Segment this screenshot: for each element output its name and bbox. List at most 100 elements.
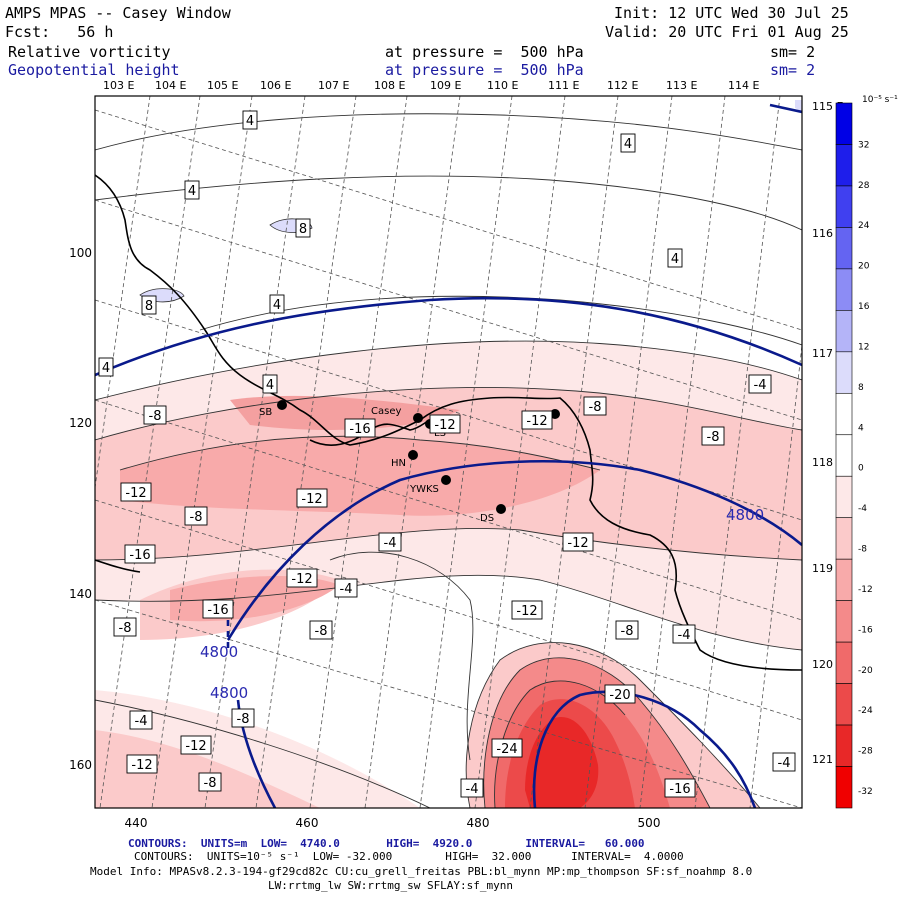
vorticity-label-box	[202, 599, 234, 619]
vorticity-label-box	[184, 180, 200, 200]
vorticity-label: -12	[301, 492, 322, 507]
colorbar-label: 32	[858, 140, 869, 150]
vorticity-label: -20	[609, 688, 630, 703]
lon-label: 103 E	[103, 79, 134, 92]
x-tick-label: 440	[125, 816, 148, 830]
field2-smooth: sm= 2	[770, 61, 816, 79]
x-tick-label: 480	[467, 816, 490, 830]
lon-label: 105 E	[207, 79, 238, 92]
station-marker-sb	[277, 400, 287, 410]
vorticity-label-box	[562, 532, 594, 552]
lon-label: 106 E	[260, 79, 291, 92]
station-marker-casey	[413, 413, 423, 423]
vorticity-label-box	[672, 624, 696, 644]
vorticity-label: -24	[496, 742, 517, 757]
field1-smooth: sm= 2	[770, 43, 816, 61]
vorticity-label-box	[620, 133, 636, 153]
footer-model-info-2: LW:rrtmg_lw SW:rrtmg_sw SFLAY:sf_mynn	[268, 879, 514, 892]
vorticity-label-box	[141, 295, 157, 315]
vorticity-label: 4	[102, 361, 110, 376]
field1-level: at pressure = 500 hPa	[385, 43, 584, 61]
forecast-hour: Fcst: 56 h	[5, 23, 114, 41]
field2-name: Geopotential height	[8, 61, 180, 79]
colorbar-swatch	[835, 558, 853, 601]
vorticity-label: -8	[237, 712, 250, 727]
colorbar-label: 16	[858, 302, 870, 312]
vorticity-label-box	[296, 488, 328, 508]
colorbar-label: 4	[858, 423, 864, 433]
vorticity-label: 4	[246, 114, 254, 129]
station-marker-ds	[496, 504, 506, 514]
y-tick-label: 100	[69, 246, 92, 260]
vorticity-label-box	[667, 248, 683, 268]
colorbar: 32 28 24 20 16 12 8 4 0 -4 -8 -12 -16 -20 -24 -28 -32	[835, 102, 873, 809]
vorticity-label: -16	[207, 603, 228, 618]
longitude-labels: 103 E 104 E 105 E 106 E 107 E 108 E 109 …	[103, 79, 759, 92]
colorbar-label: -24	[858, 706, 873, 716]
colorbar-swatch	[835, 683, 853, 726]
station-label: Casey	[371, 406, 401, 417]
vorticity-label-box	[378, 532, 402, 552]
station-marker-ld	[550, 409, 560, 419]
colorbar-label: -4	[858, 504, 867, 514]
vorticity-label: -4	[466, 782, 479, 797]
vorticity-label: -4	[778, 756, 791, 771]
height-contour-label: 4800	[726, 506, 764, 524]
vorticity-label-box	[511, 600, 543, 620]
vorticity-label-box	[615, 620, 639, 640]
lon-label: 112 E	[607, 79, 638, 92]
vorticity-label: 8	[145, 299, 153, 314]
lat-label: 118 E	[812, 456, 843, 469]
app-title: AMPS MPAS -- Casey Window	[5, 4, 231, 22]
colorbar-label: -32	[858, 787, 873, 797]
lat-label: 117 E	[812, 347, 843, 360]
vorticity-label: -16	[669, 782, 690, 797]
vorticity-label: -8	[149, 409, 162, 424]
vorticity-label-box	[269, 294, 285, 314]
lon-label: 113 E	[666, 79, 697, 92]
lon-label: 111 E	[548, 79, 579, 92]
colorbar-swatch	[835, 641, 853, 684]
colorbar-swatch	[835, 268, 853, 311]
axis-labels: 100 120 140 160 440 460 480 500	[69, 246, 660, 830]
vorticity-label: -12	[291, 572, 312, 587]
colorbar-unit: 10⁻⁵ s⁻¹	[862, 95, 898, 105]
colorbar-swatch	[835, 144, 853, 187]
station-label: DS	[480, 513, 494, 524]
colorbar-swatch	[835, 351, 853, 394]
vorticity-label-box	[701, 426, 725, 446]
lat-label: 116 E	[812, 227, 843, 240]
vorticity-label-box	[113, 617, 137, 637]
vorticity-label-box	[124, 544, 156, 564]
lon-label: 109 E	[430, 79, 461, 92]
lat-label: 121 E	[812, 753, 843, 766]
vorticity-label: -4	[754, 378, 767, 393]
vorticity-label-box	[242, 110, 258, 130]
colorbar-swatch	[835, 227, 853, 270]
vorticity-label: -8	[621, 624, 634, 639]
station-marker-ywks	[441, 475, 451, 485]
vorticity-label: 4	[624, 137, 632, 152]
station-label: SB	[259, 407, 272, 418]
colorbar-label: 8	[858, 383, 864, 393]
colorbar-swatch	[835, 600, 853, 643]
colorbar-label: -28	[858, 747, 873, 757]
station-label: HN	[391, 458, 406, 469]
lon-label: 107 E	[318, 79, 349, 92]
vorticity-label: -12	[567, 536, 588, 551]
vorticity-label-box	[460, 778, 484, 798]
vorticity-label-box	[309, 620, 333, 640]
vorticity-label: -16	[129, 548, 150, 563]
vorticity-label-box	[98, 357, 114, 377]
field1-name: Relative vorticity	[8, 43, 171, 61]
vorticity-label: -8	[589, 400, 602, 415]
height-contour-label: 4800	[210, 684, 248, 702]
vorticity-label: -12	[125, 486, 146, 501]
vorticity-label-box	[262, 374, 278, 394]
colorbar-label: 20	[858, 262, 870, 272]
vorticity-label-box	[184, 506, 208, 526]
vorticity-label: 4	[266, 378, 274, 393]
y-tick-label: 160	[69, 758, 92, 772]
colorbar-swatch	[835, 310, 853, 353]
